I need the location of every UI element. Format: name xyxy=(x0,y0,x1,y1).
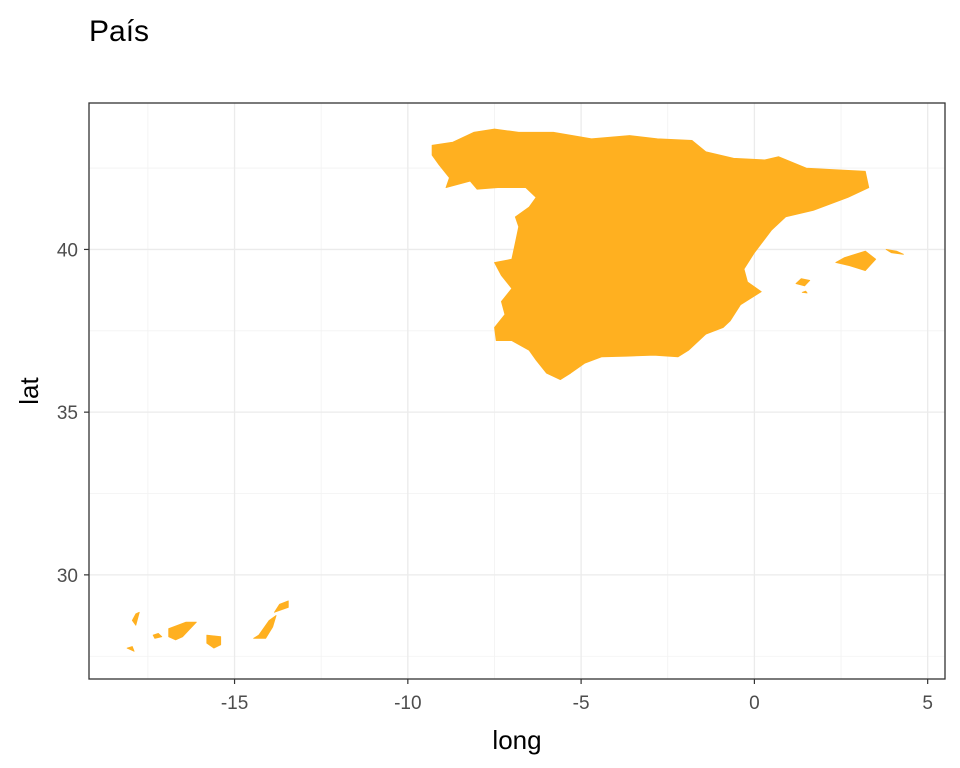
region-shape xyxy=(152,633,163,639)
region-shape xyxy=(835,250,877,271)
region-shape xyxy=(274,600,289,613)
major-gridlines xyxy=(89,103,945,679)
region-shape xyxy=(126,646,135,652)
y-axis-title: lat xyxy=(14,376,44,404)
region-shape xyxy=(168,621,197,641)
region-shape xyxy=(431,128,870,380)
x-axis-title: long xyxy=(492,725,541,755)
region-shape xyxy=(885,249,904,255)
region-layer xyxy=(126,128,904,652)
panel-border xyxy=(88,102,946,680)
y-tick-label: 30 xyxy=(57,566,78,587)
region-shape xyxy=(253,615,277,639)
y-tick-label: 35 xyxy=(57,403,78,424)
region-shape xyxy=(801,290,808,294)
region-shape xyxy=(795,278,811,287)
x-tick-label: 5 xyxy=(922,693,933,714)
x-axis: -15 -10 -5 0 5 xyxy=(221,679,933,714)
x-tick-label: 0 xyxy=(749,693,760,714)
chart-title: País xyxy=(89,15,149,48)
x-tick-label: -5 xyxy=(573,693,590,714)
y-axis: 30 35 40 xyxy=(57,240,89,587)
region-shape xyxy=(206,634,222,649)
x-tick-label: -10 xyxy=(394,693,421,714)
x-tick-label: -15 xyxy=(221,693,248,714)
y-tick-label: 40 xyxy=(57,240,78,261)
region-shape xyxy=(131,611,140,626)
